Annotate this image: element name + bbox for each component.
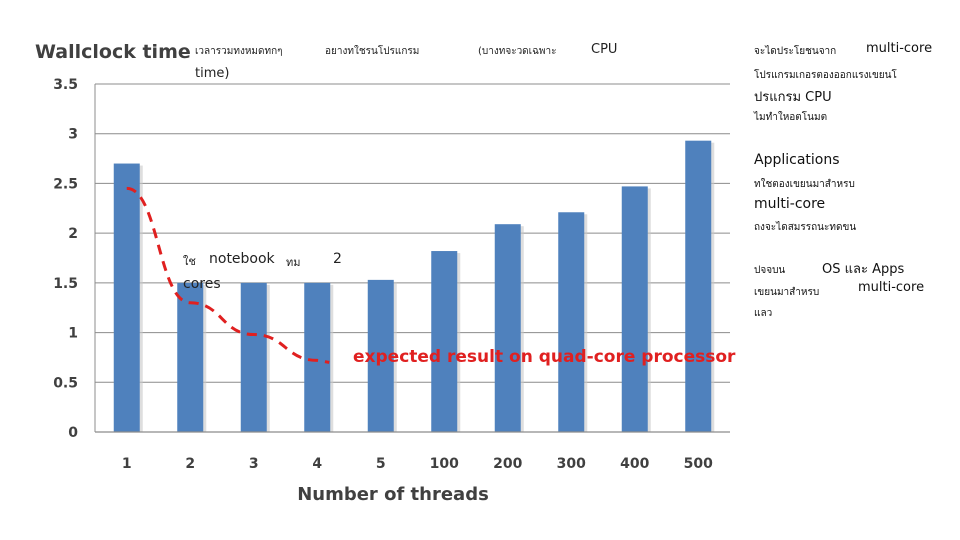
x-tick-label: 3	[249, 456, 259, 472]
title-note-1: เวลารวมทงหมดทกๆ	[195, 46, 283, 57]
y-tick-label: 1	[68, 326, 78, 342]
x-tick-label: 500	[684, 456, 713, 472]
title-note-5: time)	[195, 66, 230, 81]
side-line-10b: multi-core	[858, 280, 925, 295]
title-note-2: อยางทใชรนโปรแกรม	[325, 46, 420, 57]
notebook-note-2: notebook	[209, 251, 275, 267]
side-line-9a: ปจจบน	[754, 265, 786, 276]
expected-curve-label: expected result on quad-core processor	[353, 347, 736, 367]
y-tick-label: 1.5	[53, 276, 78, 292]
expected-curve-layer	[126, 186, 330, 364]
bar	[558, 212, 585, 432]
bar	[367, 279, 394, 432]
bar	[177, 282, 204, 432]
bar	[621, 186, 648, 432]
x-tick-label: 400	[620, 456, 649, 472]
x-tick-label: 4	[312, 456, 322, 472]
x-tick-label: 2	[185, 456, 195, 472]
side-line-1a: จะไดประโยชนจาก	[754, 46, 837, 57]
side-line-2: โปรแกรมเกอรตองออกแรงเขยนโ	[754, 70, 897, 81]
notebook-note-1: ใช	[183, 255, 196, 268]
bar	[304, 282, 331, 432]
axes	[94, 84, 730, 433]
y-tick-label: 2	[68, 226, 78, 242]
x-axis-label: Number of threads	[297, 484, 489, 505]
x-tick-label: 5	[376, 456, 386, 472]
side-line-8: ถงจะไดสมรรถนะทดขน	[754, 222, 857, 233]
side-line-9b: OS และ Apps	[822, 262, 905, 277]
side-line-11: แลว	[754, 308, 773, 319]
side-line-3: ปรแกรม CPU	[754, 90, 832, 105]
y-tick-label: 3	[68, 127, 78, 143]
side-line-5: Applications	[754, 152, 840, 168]
chart-title: Wallclock time	[35, 41, 191, 63]
bar	[494, 224, 521, 432]
x-tick-label: 1	[122, 456, 132, 472]
bar	[685, 140, 712, 432]
y-tick-label: 0	[68, 425, 78, 441]
expected-curve	[126, 186, 330, 364]
bar	[240, 282, 267, 432]
bar	[431, 251, 458, 432]
y-tick-labels: 0 0.5 1 1.5 2 2.5 3 3.5	[53, 77, 78, 441]
side-line-1b: multi-core	[866, 41, 933, 56]
title-note-3: (บางทจะวดเฉพาะ	[478, 46, 557, 57]
notebook-note-4: 2	[333, 251, 342, 267]
notebook-note-5: cores	[183, 276, 221, 292]
side-line-10a: เขยนมาสำหรบ	[754, 287, 820, 298]
x-tick-label: 100	[430, 456, 459, 472]
y-tick-label: 3.5	[53, 77, 78, 93]
x-tick-label: 200	[493, 456, 522, 472]
x-tick-labels: 1 2 3 4 5 100 200 300 400 500	[122, 456, 713, 472]
x-tick-label: 300	[557, 456, 586, 472]
bar	[113, 163, 140, 433]
side-line-7: multi-core	[754, 196, 826, 212]
notebook-note-3: ทม	[286, 256, 301, 269]
bars	[113, 140, 715, 433]
y-tick-label: 2.5	[53, 176, 78, 192]
title-note-4: CPU	[591, 42, 618, 57]
side-line-6: ทใชตองเขยนมาสำหรบ	[754, 179, 855, 190]
side-line-4: ไมทำใหอตโนมต	[754, 112, 828, 123]
y-tick-label: 0.5	[53, 375, 78, 391]
